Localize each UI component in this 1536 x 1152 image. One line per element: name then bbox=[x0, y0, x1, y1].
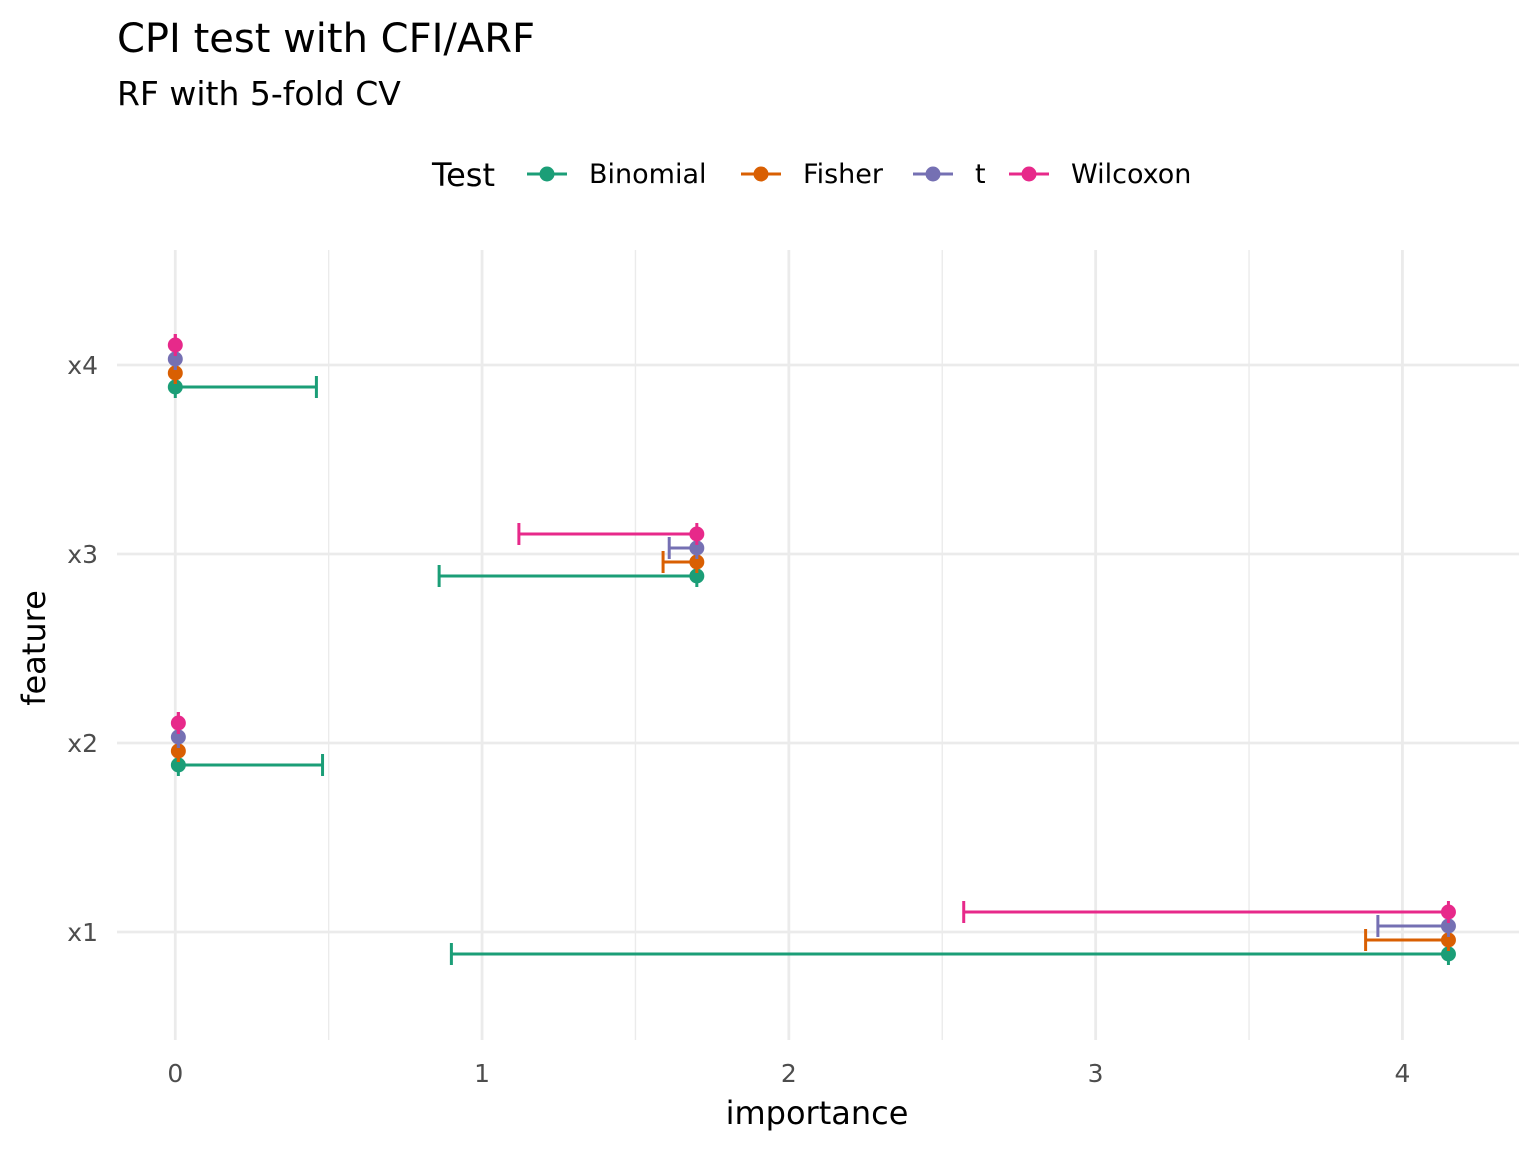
legend-label: Fisher bbox=[803, 159, 884, 190]
point bbox=[167, 351, 183, 367]
legend-key-point bbox=[753, 166, 769, 182]
legend: Test Binomial Fisher t Wilcoxon bbox=[431, 156, 1191, 194]
x-axis-title: importance bbox=[726, 1094, 909, 1132]
legend-key-point bbox=[1021, 166, 1037, 182]
point bbox=[689, 540, 705, 556]
legend-key-point bbox=[925, 166, 941, 182]
point bbox=[170, 715, 186, 731]
point bbox=[1440, 946, 1456, 962]
y-tick-label: x4 bbox=[67, 351, 98, 380]
legend-item-t: t bbox=[913, 159, 986, 190]
legend-title: Test bbox=[431, 156, 495, 194]
point bbox=[689, 526, 705, 542]
legend-item-binomial: Binomial bbox=[527, 159, 707, 190]
chart-title: CPI test with CFI/ARF bbox=[117, 16, 535, 62]
chart-subtitle: RF with 5-fold CV bbox=[117, 74, 401, 113]
series-t bbox=[167, 348, 1456, 937]
point bbox=[1440, 932, 1456, 948]
point bbox=[1440, 904, 1456, 920]
x-tick-label: 4 bbox=[1394, 1059, 1410, 1088]
point bbox=[170, 743, 186, 759]
point bbox=[1440, 918, 1456, 934]
legend-key-point bbox=[539, 166, 555, 182]
y-tick-label: x3 bbox=[67, 540, 98, 569]
legend-label: t bbox=[975, 159, 986, 190]
x-tick-label: 2 bbox=[781, 1059, 797, 1088]
x-tick-label: 3 bbox=[1088, 1059, 1104, 1088]
series-binomial bbox=[167, 376, 1456, 965]
y-tick-label: x2 bbox=[67, 729, 98, 758]
legend-item-fisher: Fisher bbox=[741, 159, 884, 190]
gridlines bbox=[117, 250, 1519, 1040]
x-tick-label: 0 bbox=[167, 1059, 183, 1088]
legend-label: Binomial bbox=[589, 159, 707, 190]
x-tick-label: 1 bbox=[474, 1059, 490, 1088]
point bbox=[167, 379, 183, 395]
series-fisher bbox=[167, 362, 1456, 951]
point bbox=[167, 365, 183, 381]
series-wilcoxon bbox=[167, 334, 1456, 923]
y-tick-label: x1 bbox=[67, 918, 98, 947]
data-marks bbox=[167, 334, 1456, 965]
point bbox=[170, 729, 186, 745]
tick-labels: 0 1 2 3 4 x1 x2 x3 x4 bbox=[67, 351, 1410, 1088]
point bbox=[689, 554, 705, 570]
point bbox=[167, 337, 183, 353]
point bbox=[689, 568, 705, 584]
point bbox=[170, 757, 186, 773]
y-axis-title: feature bbox=[15, 590, 53, 706]
legend-item-wilcoxon: Wilcoxon bbox=[1009, 159, 1191, 190]
legend-label: Wilcoxon bbox=[1071, 159, 1191, 190]
